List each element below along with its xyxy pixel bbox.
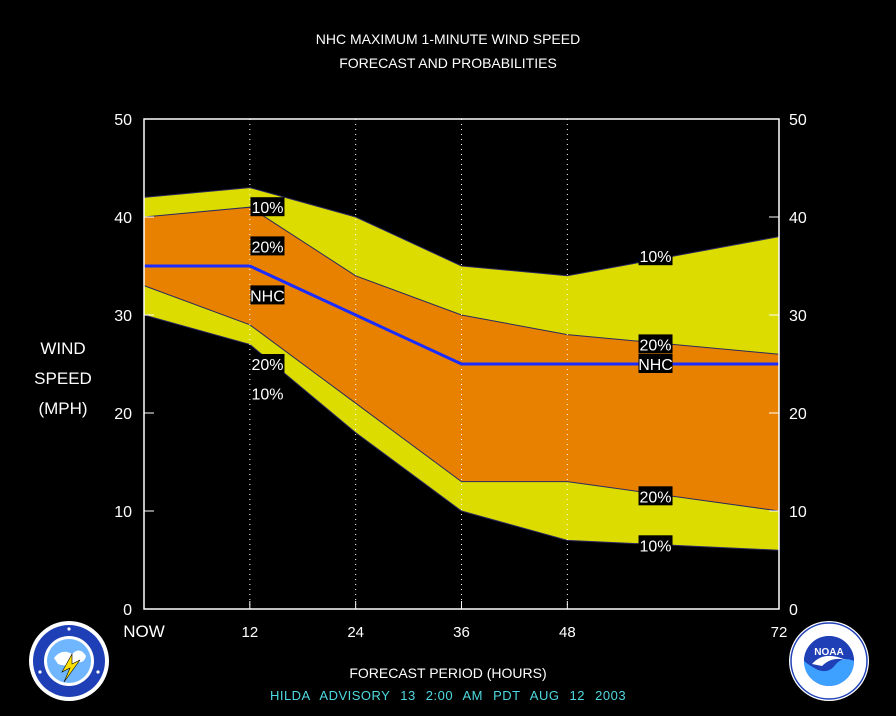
series-label-bg-3: [250, 354, 285, 373]
x-tick-label-48: 48: [559, 624, 576, 641]
y-tick-label-left-0: 0: [123, 602, 132, 619]
y-tick-label-left-10: 10: [114, 504, 132, 521]
x-tick-label-12: 12: [241, 624, 258, 641]
series-label-5: 10%: [638, 246, 673, 266]
series-label-bg-4: [250, 383, 285, 403]
y-tick-label-left-40: 40: [114, 210, 132, 227]
nhc-forecast-line: [144, 264, 779, 366]
series-label-text-8: 20%: [640, 489, 672, 506]
series-label-3: 20%: [250, 354, 285, 374]
band-10pct-upper-edge: [143, 187, 780, 277]
series-label-bg-5: [638, 246, 673, 266]
series-label-1: 20%: [250, 236, 285, 256]
x-tick-label-NOW: NOW: [123, 622, 165, 641]
noaa-logo-text: NOAA: [814, 647, 843, 658]
series-label-bg-8: [638, 486, 673, 506]
y-axis-label-line3: (MPH): [38, 399, 88, 418]
y-tick-label-left-30: 30: [114, 308, 132, 325]
series-label-9: 10%: [638, 535, 673, 555]
series-label-text-0: 10%: [251, 200, 283, 217]
series-label-bg-9: [638, 535, 673, 555]
y-tick-label-right-20: 20: [789, 406, 807, 423]
series-label-bg-0: [250, 197, 285, 217]
chart-title-line1: NHC MAXIMUM 1-MINUTE WIND SPEED: [315, 31, 581, 47]
series-label-6: 20%: [638, 334, 673, 354]
y-tick-label-left-20: 20: [114, 406, 132, 423]
series-label-text-7: NHC: [638, 357, 673, 374]
series-label-text-5: 10%: [640, 249, 672, 266]
x-tick-label-72: 72: [771, 624, 788, 641]
y-tick-label-right-40: 40: [789, 210, 807, 227]
series-label-bg-2: [250, 285, 285, 305]
series-label-text-3: 20%: [251, 357, 283, 374]
y-tick-label-right-30: 30: [789, 308, 807, 325]
series-label-text-1: 20%: [251, 239, 283, 256]
x-tick-label-24: 24: [347, 624, 364, 641]
x-axis-label: FORECAST PERIOD (HOURS): [349, 665, 547, 681]
series-label-bg-7: [638, 354, 673, 373]
series-label-text-4: 10%: [251, 386, 283, 403]
y-tick-label-right-10: 10: [789, 504, 807, 521]
noaa-logo: NOAA: [789, 621, 869, 701]
series-label-bg-6: [638, 334, 673, 354]
series-label-bg-1: [250, 236, 285, 256]
series-label-8: 20%: [638, 486, 673, 506]
series-label-0: 10%: [250, 197, 285, 217]
y-tick-label-left-50: 50: [114, 112, 132, 129]
chart-title-line2: FORECAST AND PROBABILITIES: [339, 55, 557, 71]
y-axis-label-line1: WIND: [40, 339, 86, 358]
series-label-text-9: 10%: [640, 538, 672, 555]
series-label-text-6: 20%: [640, 337, 672, 354]
series-label-2: NHC: [250, 285, 285, 305]
band-20pct-lower-edge: [143, 285, 780, 512]
series-label-text-2: NHC: [250, 288, 285, 305]
band-20pct-upper-edge: [143, 206, 780, 355]
series-label-7: NHC: [638, 354, 673, 374]
y-tick-label-right-50: 50: [789, 112, 807, 129]
advisory-line: HILDA ADVISORY 13 2:00 AM PDT AUG 12 200…: [269, 688, 627, 703]
band-10pct-lower-edge: [143, 314, 780, 551]
y-axis-label-line2: SPEED: [34, 369, 92, 388]
x-tick-label-36: 36: [453, 624, 470, 641]
nws-logo: [29, 621, 109, 701]
y-tick-label-right-0: 0: [789, 602, 798, 619]
series-label-4: 10%: [250, 383, 285, 403]
